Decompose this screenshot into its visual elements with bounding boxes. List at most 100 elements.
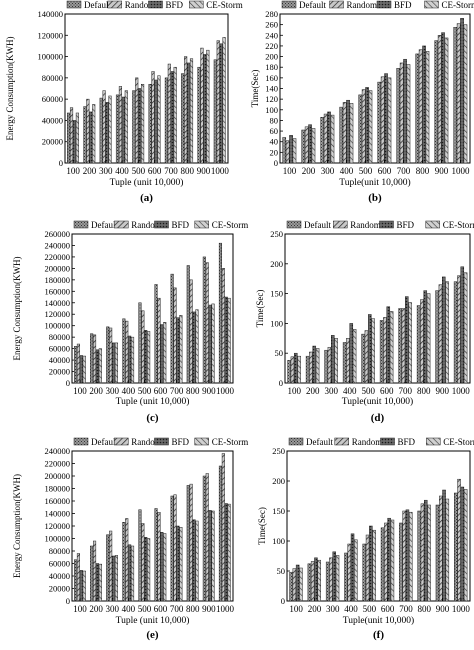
y-tick-label: 100 [270,318,283,328]
y-tick-label: 260 [265,20,278,30]
y-tick-label: 0 [66,378,70,388]
bar-random-600 [384,523,387,601]
legend-label: BFD [172,437,190,447]
bar-random-200 [311,561,314,601]
bar-ce-storm-600 [163,534,166,602]
bar-ce-storm-1000 [223,37,226,163]
bar-bfd-400 [128,336,131,383]
x-tick-label: 400 [115,166,129,176]
y-axis-label: Energy Consumption(KWH) [5,36,15,140]
bar-bfd-800 [187,63,190,163]
bar-default-900 [436,291,439,383]
x-tick-label: 200 [89,604,103,614]
x-tick-label: 600 [381,604,395,614]
bar-ce-storm-700 [407,65,410,163]
bar-ce-storm-900 [212,304,215,383]
bar-ce-storm-1000 [464,25,467,163]
bar-ce-storm-100 [76,113,79,163]
legend-swatch [289,438,303,445]
legend-label: CE-Storm [443,220,474,230]
y-tick-label: 200000 [45,263,71,273]
bar-bfd-600 [388,518,391,601]
bar-random-200 [93,541,96,601]
bar-default-300 [325,350,328,383]
bar-bfd-400 [128,545,131,601]
bar-bfd-900 [443,490,446,601]
bar-ce-storm-500 [147,331,150,383]
panel-label: (b) [368,192,382,204]
x-tick-label: 200 [308,604,322,614]
bar-default-800 [187,485,190,601]
x-tick-label: 800 [181,166,195,176]
x-tick-label: 100 [288,386,302,396]
y-tick-label: 20 [270,147,279,157]
bar-ce-storm-1000 [228,504,231,601]
bar-random-100 [293,569,296,601]
legend-swatch [149,1,163,8]
bar-ce-storm-100 [83,571,86,601]
bar-default-400 [343,342,346,383]
bar-ce-storm-300 [335,338,338,383]
x-tick-label: 400 [122,604,136,614]
chart-panel-1: 0204060801001201401601802002202402602801… [250,0,474,204]
bar-bfd-200 [89,112,92,163]
y-tick-label: 200000 [45,471,71,481]
legend-swatch [114,438,128,445]
bar-default-300 [106,327,109,383]
y-tick-label: 60000 [49,559,70,569]
bar-default-900 [203,257,206,383]
chart-panel-2: 0200004000060000800001000001200001400001… [12,220,248,424]
bar-bfd-100 [296,565,299,601]
y-tick-label: 160000 [45,496,71,506]
bar-ce-storm-300 [109,96,112,163]
x-tick-label: 1000 [211,166,230,176]
bar-bfd-600 [155,80,158,163]
bar-default-600 [155,509,158,602]
bar-random-1000 [458,479,461,601]
bar-ce-storm-600 [158,76,161,163]
bar-random-400 [125,321,128,383]
bar-bfd-300 [112,556,115,601]
bar-random-200 [309,352,312,383]
bar-ce-storm-400 [350,103,353,163]
bar-random-500 [135,78,138,163]
y-tick-label: 240000 [45,446,71,456]
legend-swatch [155,221,169,228]
bar-random-800 [184,57,187,163]
legend-swatch [189,1,203,8]
legend-label: CE-Storm [212,437,249,447]
bar-default-400 [123,319,126,383]
chart-panel-4: 0200004000060000800001000001200001400001… [12,437,248,641]
y-tick-label: 100000 [38,52,64,62]
legend-swatch [114,221,128,228]
legend-swatch [195,438,209,445]
bar-default-600 [381,528,384,601]
bar-bfd-700 [177,526,180,601]
bar-ce-storm-1000 [228,298,231,383]
bar-default-1000 [214,60,217,163]
x-tick-label: 400 [340,166,354,176]
bar-default-800 [181,74,184,163]
bar-default-800 [417,306,420,383]
legend-label: BFD [172,220,190,230]
x-tick-label: 600 [380,386,394,396]
bar-ce-storm-200 [316,348,319,383]
y-tick-label: 220000 [45,252,71,262]
legend-swatch [425,1,439,8]
y-tick-label: 240000 [45,240,71,250]
bar-ce-storm-900 [446,499,449,601]
y-tick-label: 80000 [49,332,70,342]
y-tick-label: 40000 [49,355,70,365]
y-tick-label: 80000 [42,73,63,83]
bar-ce-storm-100 [299,568,302,601]
bar-random-1000 [217,41,220,163]
bar-bfd-400 [351,534,354,601]
bar-bfd-500 [138,89,141,164]
bar-ce-storm-200 [312,128,315,163]
bar-bfd-800 [193,520,196,601]
legend-swatch [287,221,301,228]
bar-ce-storm-800 [196,521,199,601]
bar-random-1000 [457,24,460,163]
y-tick-label: 200 [265,52,278,62]
x-tick-label: 700 [399,604,413,614]
